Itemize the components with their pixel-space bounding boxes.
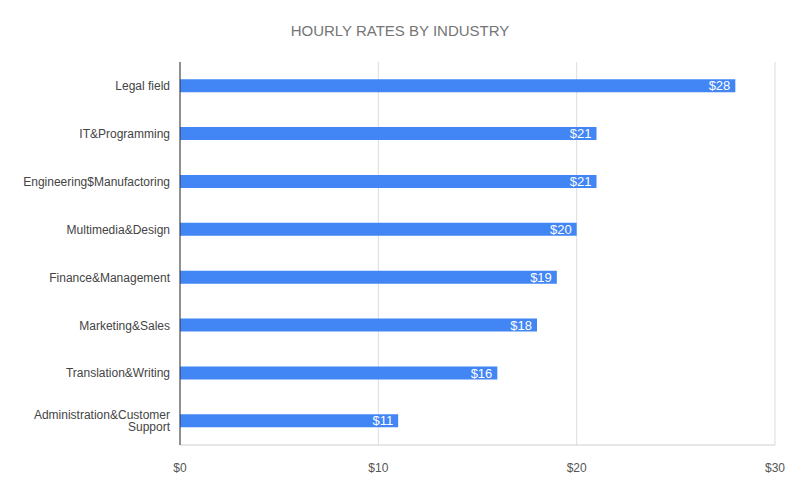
svg-text:$20: $20 [567,461,587,475]
svg-text:$28: $28 [709,78,731,93]
svg-text:$21: $21 [570,174,592,189]
svg-text:$19: $19 [530,270,552,285]
svg-text:$16: $16 [471,366,493,381]
svg-text:Engineering$Manufactoring: Engineering$Manufactoring [23,175,170,189]
svg-text:$10: $10 [368,461,388,475]
svg-text:Administration&CustomerSupport: Administration&CustomerSupport [34,408,171,434]
svg-text:$20: $20 [550,222,572,237]
svg-text:Marketing&Sales: Marketing&Sales [79,319,170,333]
svg-text:$30: $30 [765,461,785,475]
svg-text:Translation&Writing: Translation&Writing [66,366,170,380]
svg-text:Multimedia&Design: Multimedia&Design [67,223,170,237]
svg-text:Legal field: Legal field [115,79,170,93]
svg-text:$11: $11 [372,413,393,428]
svg-text:$0: $0 [173,461,187,475]
html-text:HOURLY RATES BY INDUSTRY: HOURLY RATES BY INDUSTRY [290,22,510,39]
svg-text:$18: $18 [510,318,532,333]
svg-text:Finance&Management: Finance&Management [49,271,170,285]
svg-text:$21: $21 [570,126,592,141]
svg-text:IT&Programming: IT&Programming [79,127,170,141]
